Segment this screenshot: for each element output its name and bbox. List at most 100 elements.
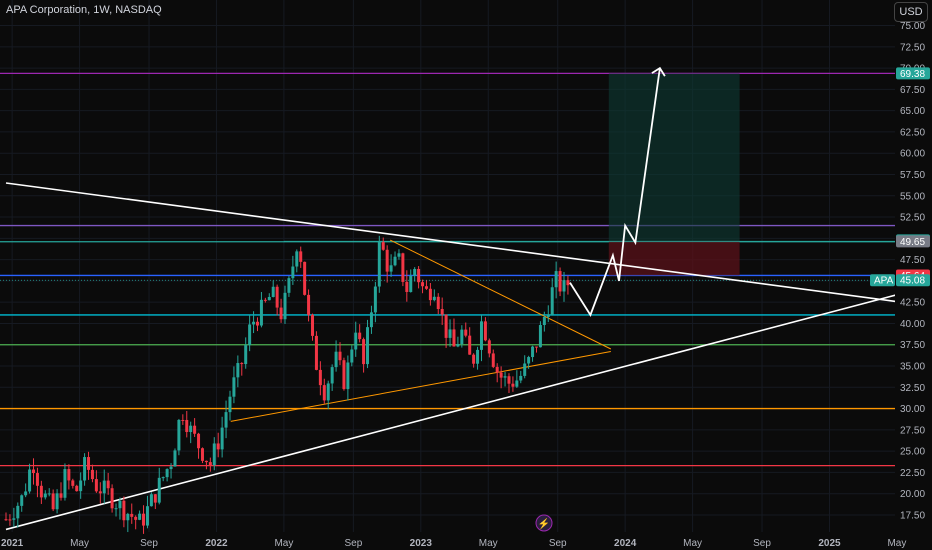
price-tick-label: 27.50 [900, 425, 925, 436]
candle-body [499, 372, 503, 378]
price-tick-label: 55.00 [900, 191, 925, 202]
candle-body [204, 460, 208, 463]
price-tick-label: 37.50 [900, 340, 925, 351]
candle-body [436, 296, 440, 309]
loss-zone [608, 241, 740, 276]
candle-body [460, 329, 464, 345]
profit-zone [608, 73, 740, 242]
candle-body [279, 307, 283, 320]
candle-body [220, 427, 224, 450]
candle-body [417, 268, 421, 283]
candle-body [476, 349, 480, 364]
candle-body [94, 479, 98, 492]
candle-body [440, 308, 444, 315]
price-tick-label: 35.00 [900, 362, 925, 373]
candle-body [283, 292, 287, 320]
candle-body [35, 473, 39, 486]
candle-body [527, 357, 531, 364]
candle-body [456, 344, 460, 347]
trendline [5, 182, 902, 303]
candle-body [169, 466, 173, 470]
candle-body [468, 335, 472, 355]
candle-body [397, 253, 401, 257]
price-tick-label: 32.50 [900, 383, 925, 394]
price-tag [896, 274, 930, 287]
logo-glyph-icon: ⚡ [538, 517, 550, 530]
candle-body [479, 321, 483, 350]
long-position-tool[interactable] [0, 73, 895, 281]
candle-body [212, 443, 216, 466]
price-tick-label: 72.50 [900, 42, 925, 53]
candle-body [153, 494, 157, 503]
symbol-tag [870, 274, 895, 287]
candle-body [523, 363, 527, 376]
candle-body [330, 367, 334, 384]
candle-body [271, 286, 275, 297]
time-tick-label: 2025 [818, 538, 841, 549]
candle-body [8, 519, 12, 521]
price-tag-label: 49.65 [900, 237, 925, 248]
candle-body [142, 513, 146, 526]
price-tick-label: 47.50 [900, 255, 925, 266]
candle-body [39, 485, 43, 498]
projection-path [569, 66, 666, 317]
price-tick-label: 67.50 [900, 85, 925, 96]
candle-body [495, 366, 499, 373]
price-tick-label: 20.00 [900, 489, 925, 500]
candle-body [566, 280, 570, 286]
candle-body [483, 321, 487, 341]
candle-body [295, 251, 299, 267]
candle-body [248, 324, 252, 346]
candle-body [377, 242, 381, 287]
candle-body [177, 419, 181, 451]
trendline [230, 351, 611, 422]
time-tick-label: May [887, 538, 906, 549]
candle-body [358, 332, 362, 340]
candle-body [515, 380, 519, 387]
candle-body [118, 500, 122, 509]
candle-body [354, 332, 358, 350]
candle-body [542, 316, 546, 326]
candle-body [444, 314, 448, 338]
currency-button[interactable]: USD [894, 2, 928, 22]
candle-body [322, 385, 326, 401]
candle-body [346, 362, 350, 390]
price-tick-label: 42.50 [900, 298, 925, 309]
candle-body [255, 321, 259, 326]
candle-body [149, 494, 153, 507]
candle-body [511, 383, 515, 387]
candle-body [79, 480, 83, 492]
tradingview-logo[interactable]: ⚡ [535, 514, 553, 532]
time-tick-label: May [683, 538, 702, 549]
candle-body [342, 360, 346, 390]
candle-body [291, 266, 295, 279]
candle-body [130, 513, 134, 517]
candles [4, 235, 570, 534]
candle-body [307, 294, 311, 315]
time-tick-label: Sep [140, 538, 158, 549]
candle-body [98, 491, 102, 494]
candle-body [165, 469, 169, 478]
candle-body [55, 493, 59, 510]
candle-body [275, 286, 279, 308]
candle-body [20, 495, 24, 506]
candle-body [432, 296, 436, 301]
candle-body [161, 477, 165, 479]
candle-body [334, 351, 338, 368]
candle-body [405, 281, 409, 292]
time-axis[interactable]: 2021 May Sep 2022 May Sep 2023 May Sep 2024 May Sep… [1, 538, 906, 549]
candle-body [531, 346, 535, 358]
candle-body [554, 271, 558, 288]
candle-body [24, 491, 28, 496]
candle-body [157, 477, 161, 503]
horizontal-levels [0, 72, 895, 467]
time-tick-label: Sep [549, 538, 567, 549]
candle-body [236, 363, 240, 378]
candle-body [75, 485, 79, 492]
price-tag [896, 235, 930, 248]
candle-body [28, 469, 32, 492]
candle-body [87, 457, 91, 470]
price-tag-label: 69.38 [900, 69, 925, 80]
candle-body [491, 353, 495, 367]
